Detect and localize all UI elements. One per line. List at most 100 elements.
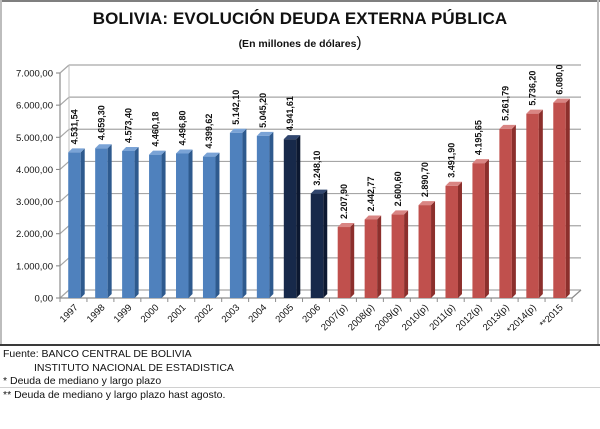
bar-top xyxy=(337,223,355,228)
source-note: Fuente: BANCO CENTRAL DE BOLIVIA xyxy=(3,348,192,360)
bar-top xyxy=(283,135,301,140)
bar-side xyxy=(457,181,462,298)
bar-**2015 xyxy=(553,98,570,298)
bar-1999 xyxy=(122,146,139,298)
data-label: 3.248,10 xyxy=(312,151,322,186)
frame-top-border xyxy=(0,0,600,2)
chart-bottom-border xyxy=(0,344,600,346)
y-tick-label: 0,00 xyxy=(35,294,54,305)
bar-top xyxy=(499,124,516,129)
bar-top xyxy=(68,148,85,153)
bar-side xyxy=(538,109,543,298)
bar-front xyxy=(364,219,378,298)
y-tick-labels: 0,00 1.000,00 2.000,00 3.000,00 4.000,00 5.00… xyxy=(16,69,53,305)
bar-side xyxy=(484,159,489,298)
bar-2010(p) xyxy=(418,201,436,298)
bar-front xyxy=(68,152,81,298)
bar-top xyxy=(149,150,166,155)
bar-top xyxy=(364,215,382,220)
data-label: 5.142,10 xyxy=(231,90,241,125)
x-tick-label: 2000 xyxy=(139,302,162,325)
x-tick-label: 2009(p) xyxy=(373,302,404,333)
bar-2004 xyxy=(256,131,274,298)
data-label: 4.399,62 xyxy=(204,114,214,149)
bar-*2014(p) xyxy=(526,109,543,298)
x-tick-label: **2015 xyxy=(538,302,566,330)
gridline-depth xyxy=(59,193,70,203)
bar-top xyxy=(445,181,462,186)
bar-side xyxy=(107,144,112,298)
x-tick-label: *2014(p) xyxy=(505,302,539,336)
bar-front xyxy=(526,113,539,298)
bar-chart: 4.531,54 4.659,30 4.573,40 4.460,18 4.496,80… xyxy=(16,64,582,336)
x-tick-label: 2003 xyxy=(220,302,243,325)
bar-side xyxy=(215,152,220,298)
gridline-depth xyxy=(59,289,70,299)
y-tick-label: 3.000,00 xyxy=(16,197,53,208)
data-label: 2.207,90 xyxy=(339,184,349,219)
bar-side xyxy=(242,128,247,298)
bar-side xyxy=(404,210,409,298)
bar-top xyxy=(553,98,570,103)
gridline-depth xyxy=(59,64,70,74)
data-label: 5.045,20 xyxy=(258,93,268,128)
bar-top xyxy=(472,159,489,164)
data-label: 2.600,60 xyxy=(393,171,403,206)
x-tick-label: 2008(p) xyxy=(346,302,377,333)
bar-front xyxy=(391,214,405,298)
data-label: 4.659,30 xyxy=(96,105,106,140)
bar-front xyxy=(256,135,270,298)
data-label: 3.491,90 xyxy=(447,143,457,178)
bar-2007(p) xyxy=(337,223,355,298)
gridline-depth xyxy=(59,225,70,235)
y-tick-label: 6.000,00 xyxy=(16,101,53,112)
bar-side xyxy=(296,135,301,298)
x-tick-label: 1999 xyxy=(112,302,135,325)
bar-2008(p) xyxy=(364,215,382,298)
x-tick-label: 2002 xyxy=(193,302,216,325)
bar-2009(p) xyxy=(391,210,409,298)
x-tick-label: 2011(p) xyxy=(427,302,457,332)
data-label: 2.890,70 xyxy=(420,162,430,197)
footnote-1: * Deuda de mediano y largo plazo xyxy=(3,375,162,387)
data-labels: 4.531,54 4.659,30 4.573,40 4.460,18 4.496,80… xyxy=(69,65,564,219)
y-tick-label: 7.000,00 xyxy=(16,69,53,80)
bar-side xyxy=(511,124,516,298)
bar-top xyxy=(310,189,328,194)
bar-top xyxy=(256,131,274,136)
data-label: 4.460,18 xyxy=(150,112,160,147)
bar-side xyxy=(161,150,166,298)
data-label: 4.531,54 xyxy=(69,109,79,144)
bar-front xyxy=(202,156,216,298)
y-tick-label: 2.000,00 xyxy=(16,229,53,240)
bar-front xyxy=(229,132,243,298)
bar-top xyxy=(526,109,543,114)
chart-title: BOLIVIA: EVOLUCIÓN DEUDA EXTERNA PÚBLICA xyxy=(92,9,508,28)
footnote-divider xyxy=(0,387,600,388)
data-label: 4.496,80 xyxy=(177,110,187,145)
gridline-depth xyxy=(59,257,70,267)
bar-side xyxy=(377,215,382,298)
x-tick-label: 2010(p) xyxy=(400,302,431,333)
bar-2011(p) xyxy=(445,181,462,298)
bar-front xyxy=(472,163,485,298)
x-tick-label: 2005 xyxy=(273,302,296,325)
x-tick-label: 2012(p) xyxy=(454,302,485,333)
data-label: 2.442,77 xyxy=(366,176,376,211)
bar-2005 xyxy=(283,135,301,298)
chart-subtitle: (En millones de dólares) xyxy=(0,34,600,51)
gridline-depth xyxy=(59,96,70,106)
bar-side xyxy=(323,189,328,298)
bar-top xyxy=(95,144,112,149)
gridline-depth xyxy=(59,160,70,170)
x-tick-label: 2007(p) xyxy=(319,302,350,333)
data-label: 5.736,20 xyxy=(528,71,538,106)
bar-side xyxy=(80,148,85,298)
x-tick-label: 1997 xyxy=(58,302,81,325)
x-tick-label: 2001 xyxy=(166,302,189,325)
bars xyxy=(68,98,570,298)
bar-side xyxy=(431,201,436,298)
x-tick-labels: 1997 1998 1999 2000 2001 2002 2003 2004 2005 2006… xyxy=(58,302,566,336)
bar-front xyxy=(337,227,351,298)
bar-front xyxy=(149,154,162,298)
